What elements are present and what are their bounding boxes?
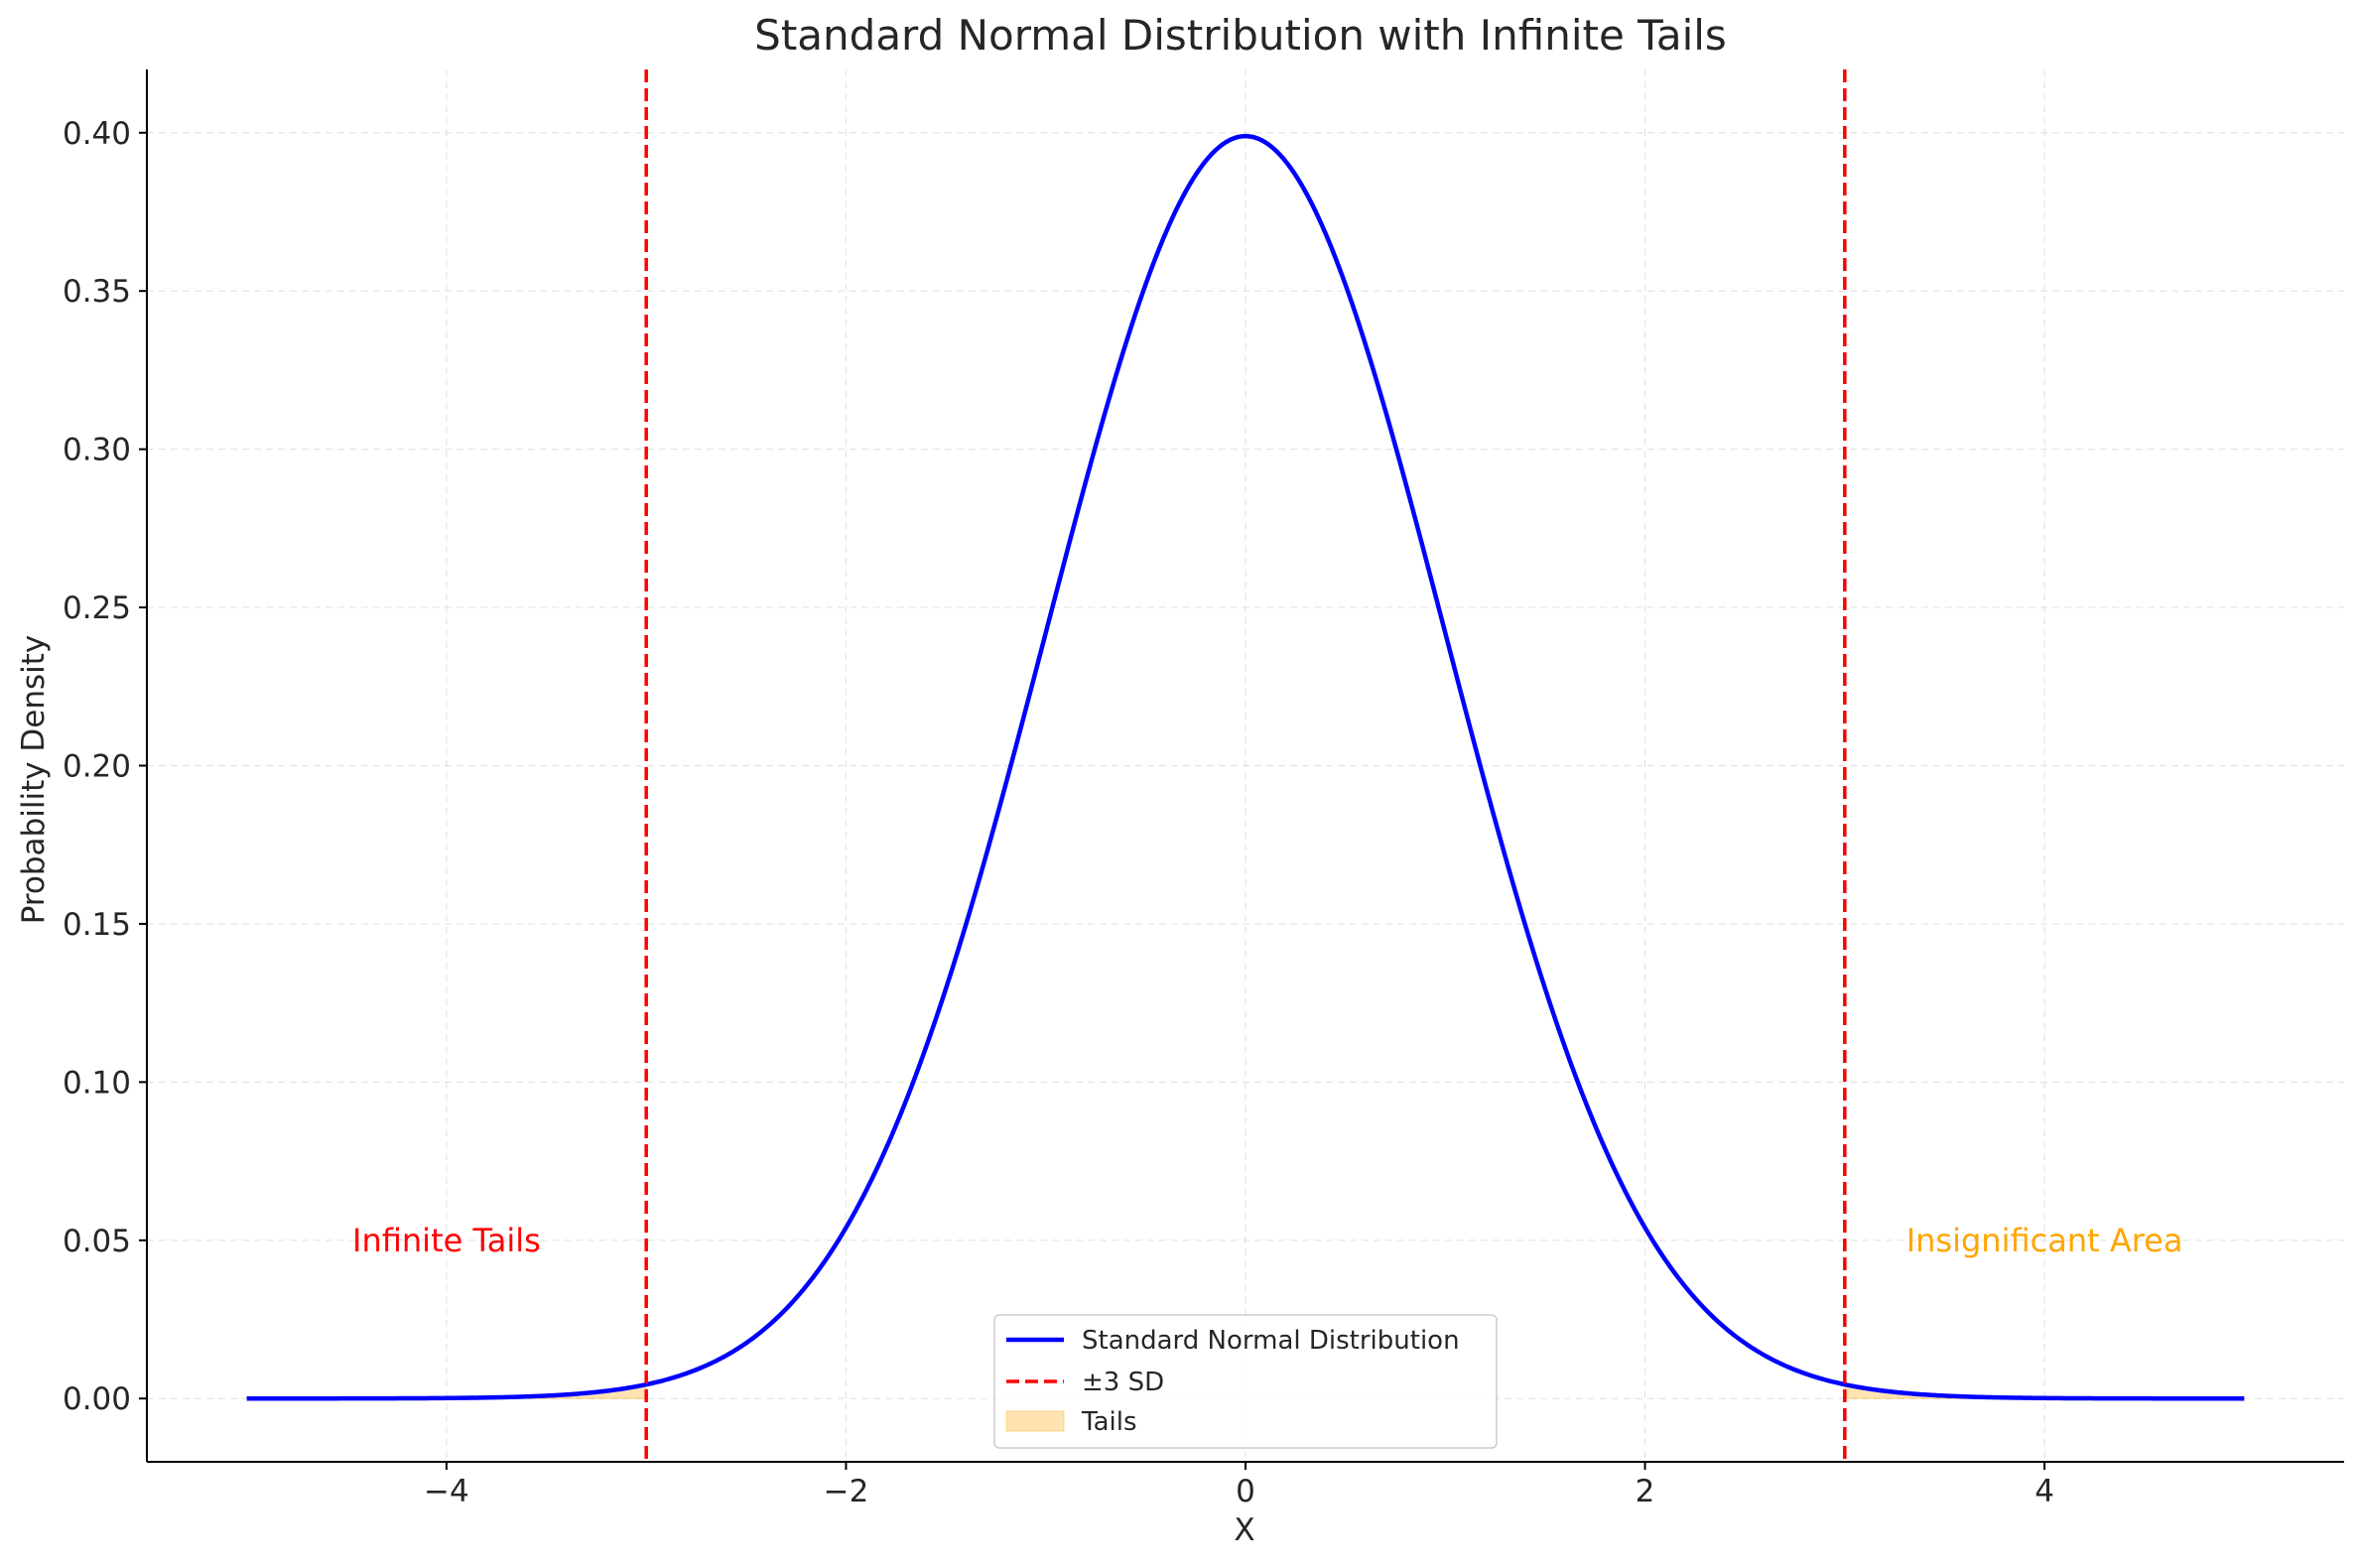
annotation-text: Insignificant Area: [1906, 1222, 2183, 1259]
legend-label: ±3 SD: [1082, 1368, 1164, 1397]
y-tick-label: 0.00: [63, 1381, 131, 1417]
y-tick-label: 0.25: [63, 590, 131, 626]
chart-title: Standard Normal Distribution with Infini…: [754, 11, 1727, 60]
x-tick-label: 4: [2034, 1474, 2054, 1509]
legend-label: Standard Normal Distribution: [1082, 1326, 1460, 1356]
y-tick-label: 0.30: [63, 433, 131, 468]
annotation-text: Infinite Tails: [352, 1222, 541, 1259]
legend-swatch-tails: [1005, 1410, 1065, 1432]
x-tick-label: −2: [824, 1474, 869, 1509]
x-tick-label: 0: [1236, 1474, 1255, 1509]
legend-label: Tails: [1081, 1407, 1137, 1437]
x-tick-label: −4: [424, 1474, 469, 1509]
normal-curve-line: [246, 133, 2245, 1401]
legend-box: [993, 1314, 1498, 1449]
x-tick-label: 2: [1636, 1474, 1655, 1509]
y-tick-label: 0.05: [63, 1224, 131, 1259]
y-tick-label: 0.35: [63, 274, 131, 310]
x-axis-label: X: [1234, 1512, 1254, 1548]
y-axis-label: Probability Density: [16, 635, 52, 925]
y-tick-label: 0.15: [63, 907, 131, 943]
y-tick-label: 0.40: [63, 116, 131, 152]
y-tick-label: 0.20: [63, 749, 131, 785]
y-tick-label: 0.10: [63, 1065, 131, 1101]
